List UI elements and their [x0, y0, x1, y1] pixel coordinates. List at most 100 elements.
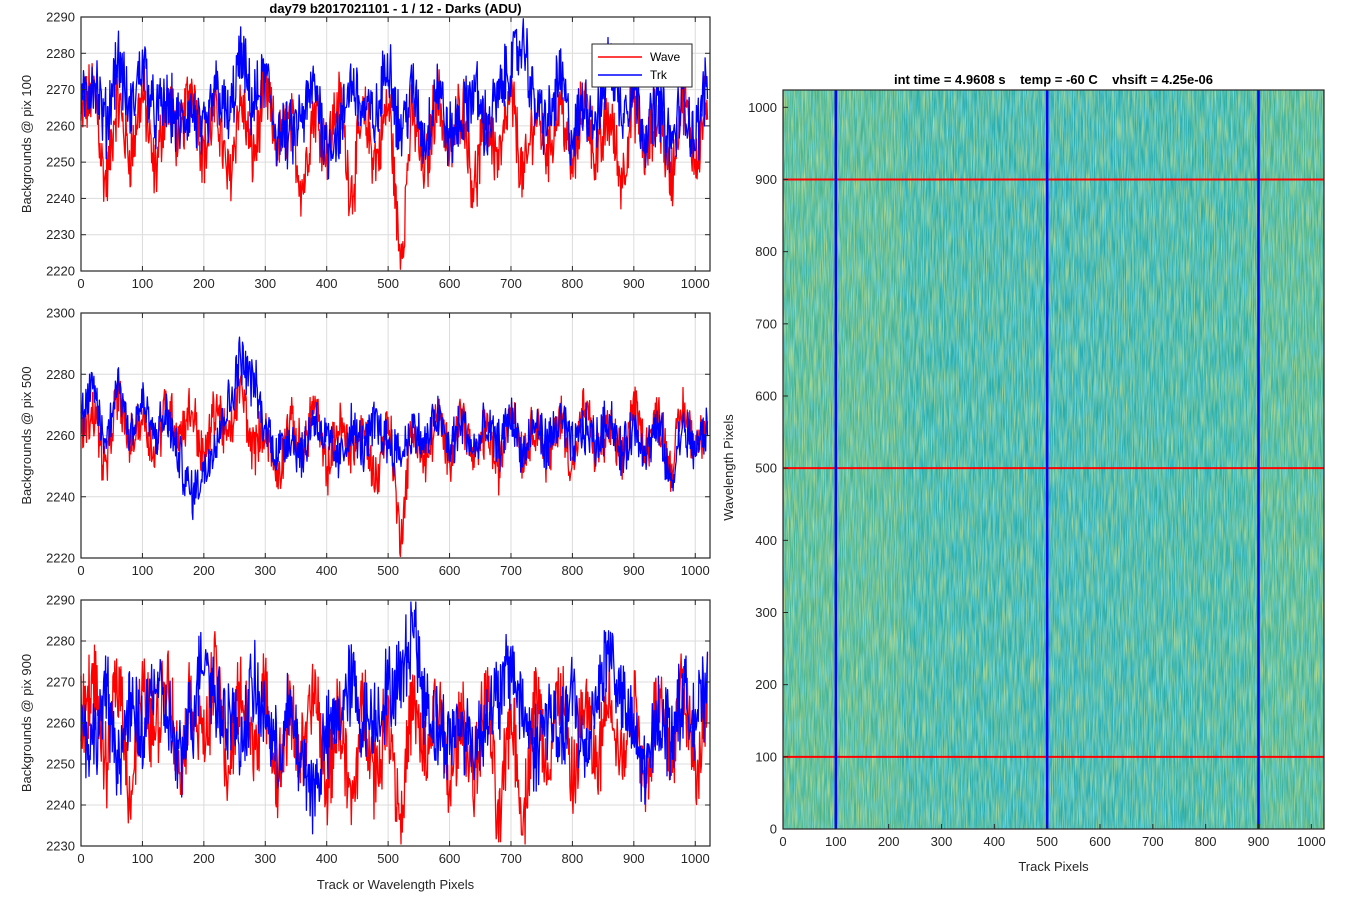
x-tick-label: 700	[1142, 834, 1164, 849]
series-line-trk	[80, 601, 709, 835]
y-tick-label: 2270	[46, 675, 75, 690]
x-tick-label: 800	[562, 563, 584, 578]
x-tick-label: 1000	[1297, 834, 1326, 849]
y-tick-label: 0	[770, 822, 777, 837]
x-tick-label: 100	[132, 276, 154, 291]
x-tick-label: 300	[254, 563, 276, 578]
y-tick-label: 500	[755, 461, 777, 476]
x-tick-label: 0	[77, 276, 84, 291]
series-line-trk	[80, 18, 709, 180]
y-tick-label: 2280	[46, 367, 75, 382]
y-axis-label: Backgrounds @ pix 100	[19, 75, 34, 213]
y-tick-label: 2220	[46, 264, 75, 279]
x-tick-label: 900	[1248, 834, 1270, 849]
chart-title: day79 b2017021101 - 1 / 12 - Darks (ADU)	[269, 1, 521, 16]
x-tick-label: 1000	[681, 851, 710, 866]
y-tick-label: 2240	[46, 191, 75, 206]
x-tick-label: 100	[132, 563, 154, 578]
y-tick-label: 2220	[46, 551, 75, 566]
y-tick-label: 800	[755, 244, 777, 259]
x-tick-label: 400	[316, 276, 338, 291]
x-tick-label: 100	[132, 851, 154, 866]
x-tick-label: 200	[193, 851, 215, 866]
chart-panel-pix-500: 0 100 200 300 400 500 600 700 800 900 1000 2220 2240…	[19, 306, 711, 578]
grid	[81, 313, 710, 558]
series-line-trk	[80, 336, 709, 521]
y-tick-label: 2280	[46, 46, 75, 61]
y-tick-label: 900	[755, 172, 777, 187]
x-tick-label: 400	[316, 851, 338, 866]
heatmap-panel: 0 100 200 300 400 500 600 700 800 900 1000 0 100 200 3…	[721, 72, 1326, 874]
y-tick-label: 2290	[46, 10, 75, 25]
legend-label-wave: Wave	[650, 50, 681, 64]
x-tick-label: 500	[1036, 834, 1058, 849]
x-tick-label: 900	[623, 276, 645, 291]
x-tick-label: 1000	[681, 276, 710, 291]
x-tick-label: 800	[562, 851, 584, 866]
chart-panel-pix-900: 0 100 200 300 400 500 600 700 800 900 1000 2230 2240…	[19, 593, 711, 892]
tick-layer: 0 100 200 300 400 500 600 700 800 900 1000 2220 2240…	[46, 306, 710, 578]
x-tick-label: 0	[77, 563, 84, 578]
x-tick-label: 800	[1195, 834, 1217, 849]
y-tick-label: 2260	[46, 118, 75, 133]
y-tick-label: 2250	[46, 155, 75, 170]
x-tick-label: 700	[500, 276, 522, 291]
x-tick-label: 600	[1089, 834, 1111, 849]
x-tick-label: 700	[500, 851, 522, 866]
y-tick-label: 1000	[748, 100, 777, 115]
x-tick-label: 600	[439, 851, 461, 866]
x-tick-label: 200	[878, 834, 900, 849]
series-line-wave	[80, 59, 709, 270]
x-tick-label: 500	[377, 851, 399, 866]
axes-box	[80, 16, 711, 272]
x-tick-label: 500	[377, 563, 399, 578]
x-tick-label: 600	[439, 563, 461, 578]
legend: Wave Trk	[591, 43, 693, 88]
x-axis-label: Track Pixels	[1018, 859, 1089, 874]
y-tick-label: 300	[755, 605, 777, 620]
x-axis-label: Track or Wavelength Pixels	[317, 877, 475, 892]
overlay-lines	[783, 90, 1324, 829]
y-tick-label: 2260	[46, 428, 75, 443]
y-axis-label: Backgrounds @ pix 900	[19, 654, 34, 792]
x-tick-label: 0	[779, 834, 786, 849]
x-tick-label: 900	[623, 851, 645, 866]
tick-layer: 0 100 200 300 400 500 600 700 800 900 1000 0 100 200 3…	[748, 100, 1326, 849]
x-tick-label: 900	[623, 563, 645, 578]
y-tick-label: 2250	[46, 757, 75, 772]
y-axis-label: Backgrounds @ pix 500	[19, 366, 34, 504]
x-tick-label: 500	[377, 276, 399, 291]
y-axis-label: Wavelength Pixels	[721, 414, 736, 521]
y-tick-label: 600	[755, 388, 777, 403]
x-tick-label: 300	[931, 834, 953, 849]
chart-panel-pix-100: 0 100 200 300 400 500 600 700 800 900 1000 2220 2230…	[19, 1, 711, 291]
x-tick-label: 300	[254, 851, 276, 866]
series-layer	[80, 18, 709, 270]
heatmap-image	[783, 90, 1324, 829]
x-tick-label: 1000	[681, 563, 710, 578]
x-tick-label: 200	[193, 276, 215, 291]
tick-layer: 0 100 200 300 400 500 600 700 800 900 1000 2220 2230…	[46, 10, 710, 291]
y-tick-label: 2240	[46, 489, 75, 504]
x-tick-label: 400	[316, 563, 338, 578]
y-tick-label: 2230	[46, 227, 75, 242]
x-tick-label: 200	[193, 563, 215, 578]
y-tick-label: 700	[755, 316, 777, 331]
y-tick-label: 2240	[46, 798, 75, 813]
heatmap-title: int time = 4.9608 s temp = -60 C vhsift …	[894, 72, 1213, 87]
legend-label-trk: Trk	[650, 68, 668, 82]
x-tick-label: 100	[825, 834, 847, 849]
x-tick-label: 800	[562, 276, 584, 291]
axes-box	[782, 89, 1325, 830]
y-tick-label: 2270	[46, 82, 75, 97]
y-tick-label: 2230	[46, 839, 75, 854]
x-tick-label: 400	[983, 834, 1005, 849]
heatmap-noise-cyan	[783, 90, 1324, 829]
y-tick-label: 2280	[46, 634, 75, 649]
x-tick-label: 300	[254, 276, 276, 291]
series-layer	[80, 601, 709, 845]
legend-box	[591, 43, 693, 88]
y-tick-label: 2260	[46, 716, 75, 731]
y-tick-label: 200	[755, 677, 777, 692]
y-tick-label: 2290	[46, 593, 75, 608]
